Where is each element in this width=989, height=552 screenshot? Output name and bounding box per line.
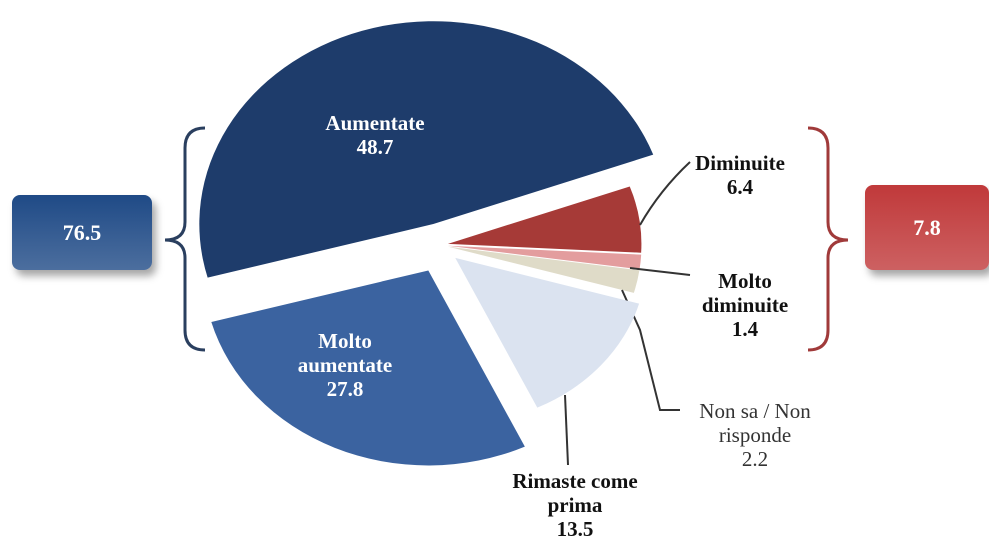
slice-label: Rimaste come prima 13.5	[485, 469, 665, 541]
slice-label: Non sa / Non risponde 2.2	[680, 399, 830, 471]
value-label: 13.5	[556, 517, 594, 541]
pie-slice	[199, 21, 654, 278]
leader-line	[629, 267, 691, 276]
slice-label: Molto aumentate 27.8	[270, 329, 420, 401]
value-label: 6.4	[726, 175, 754, 199]
value-label: 2.2	[741, 447, 769, 471]
leader-line	[564, 394, 569, 466]
value-label: 48.7	[356, 135, 394, 159]
pie-slice	[447, 186, 642, 253]
category-label: Molto diminuite	[701, 269, 789, 317]
bracket-left	[164, 126, 206, 352]
slice-label: Molto diminuite 1.4	[680, 269, 810, 341]
category-label: Aumentate	[325, 111, 425, 135]
slice-label: Diminuite 6.4	[680, 151, 800, 199]
pie-slice	[211, 270, 525, 466]
total-box: 76.5	[12, 195, 152, 270]
slice-label: Aumentate 48.7	[295, 111, 455, 159]
category-label: Rimaste come prima	[512, 469, 638, 517]
leader-line	[639, 161, 691, 226]
pie-slice	[455, 257, 640, 408]
value-label: 1.4	[731, 317, 759, 341]
pie-slice	[447, 246, 640, 293]
category-label: Non sa / Non risponde	[699, 399, 811, 447]
category-label: Diminuite	[695, 151, 785, 175]
bracket-right	[807, 126, 849, 352]
category-label: Molto aumentate	[297, 329, 393, 377]
value-label: 27.8	[326, 377, 364, 401]
pie-slice	[447, 245, 642, 270]
total-box: 7.8	[865, 185, 989, 270]
